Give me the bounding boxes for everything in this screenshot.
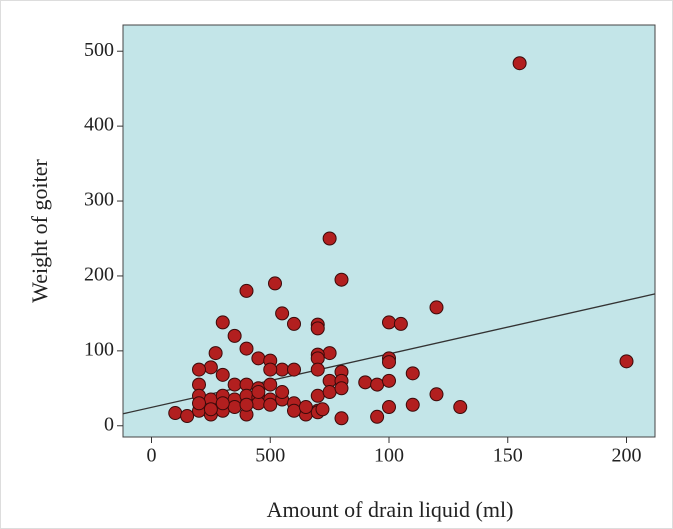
point (239, 341, 254, 356)
point (334, 272, 349, 287)
point (168, 406, 183, 421)
point (287, 316, 301, 331)
x-tick-label: 150 (493, 445, 523, 467)
point (227, 377, 242, 392)
point (215, 396, 230, 411)
point (382, 355, 396, 370)
point (405, 366, 420, 381)
point (405, 397, 420, 412)
point (334, 411, 349, 426)
point (298, 400, 313, 415)
point (287, 403, 301, 418)
point (203, 402, 218, 417)
point (382, 315, 396, 330)
point (429, 387, 444, 402)
point (393, 316, 408, 331)
y-tick-label: 500 (84, 39, 114, 61)
point (203, 360, 218, 375)
point (263, 362, 278, 377)
point (215, 315, 230, 330)
y-tick-label: 0 (104, 413, 114, 435)
point (263, 397, 278, 412)
point (251, 385, 266, 400)
point (619, 354, 634, 369)
point (315, 402, 330, 417)
point (358, 375, 373, 390)
point (512, 56, 527, 71)
point (227, 400, 242, 415)
point (275, 385, 290, 400)
point (370, 409, 385, 424)
point (239, 283, 254, 298)
point (429, 300, 444, 315)
point (208, 346, 223, 361)
point (275, 306, 290, 321)
point (287, 362, 301, 377)
x-tick-label: 200 (612, 445, 642, 467)
point (382, 373, 396, 388)
point (310, 388, 325, 403)
point (192, 362, 206, 377)
point (322, 231, 337, 246)
point (322, 346, 337, 361)
x-tick-label: 0 (147, 445, 157, 467)
point (453, 400, 468, 415)
y-tick-label: 100 (84, 338, 114, 360)
point (192, 396, 206, 411)
y-tick-label: 300 (84, 189, 114, 211)
point (310, 321, 325, 336)
point (382, 400, 396, 415)
y-tick-label: 200 (84, 264, 114, 286)
point (322, 385, 337, 400)
point (239, 397, 254, 412)
point (263, 377, 278, 392)
point (180, 409, 195, 424)
point (268, 276, 282, 291)
point (334, 381, 349, 396)
point (275, 362, 290, 377)
point (370, 377, 385, 392)
x-axis-label: Amount of drain liquid (ml) (267, 497, 514, 522)
x-tick-label: 500 (255, 445, 285, 467)
y-tick-label: 400 (84, 114, 114, 136)
y-axis-label: Weight of goiter (27, 159, 52, 303)
x-tick-label: 100 (374, 445, 404, 467)
point (215, 367, 230, 382)
point (227, 328, 242, 343)
point (310, 362, 325, 377)
point (251, 351, 266, 366)
